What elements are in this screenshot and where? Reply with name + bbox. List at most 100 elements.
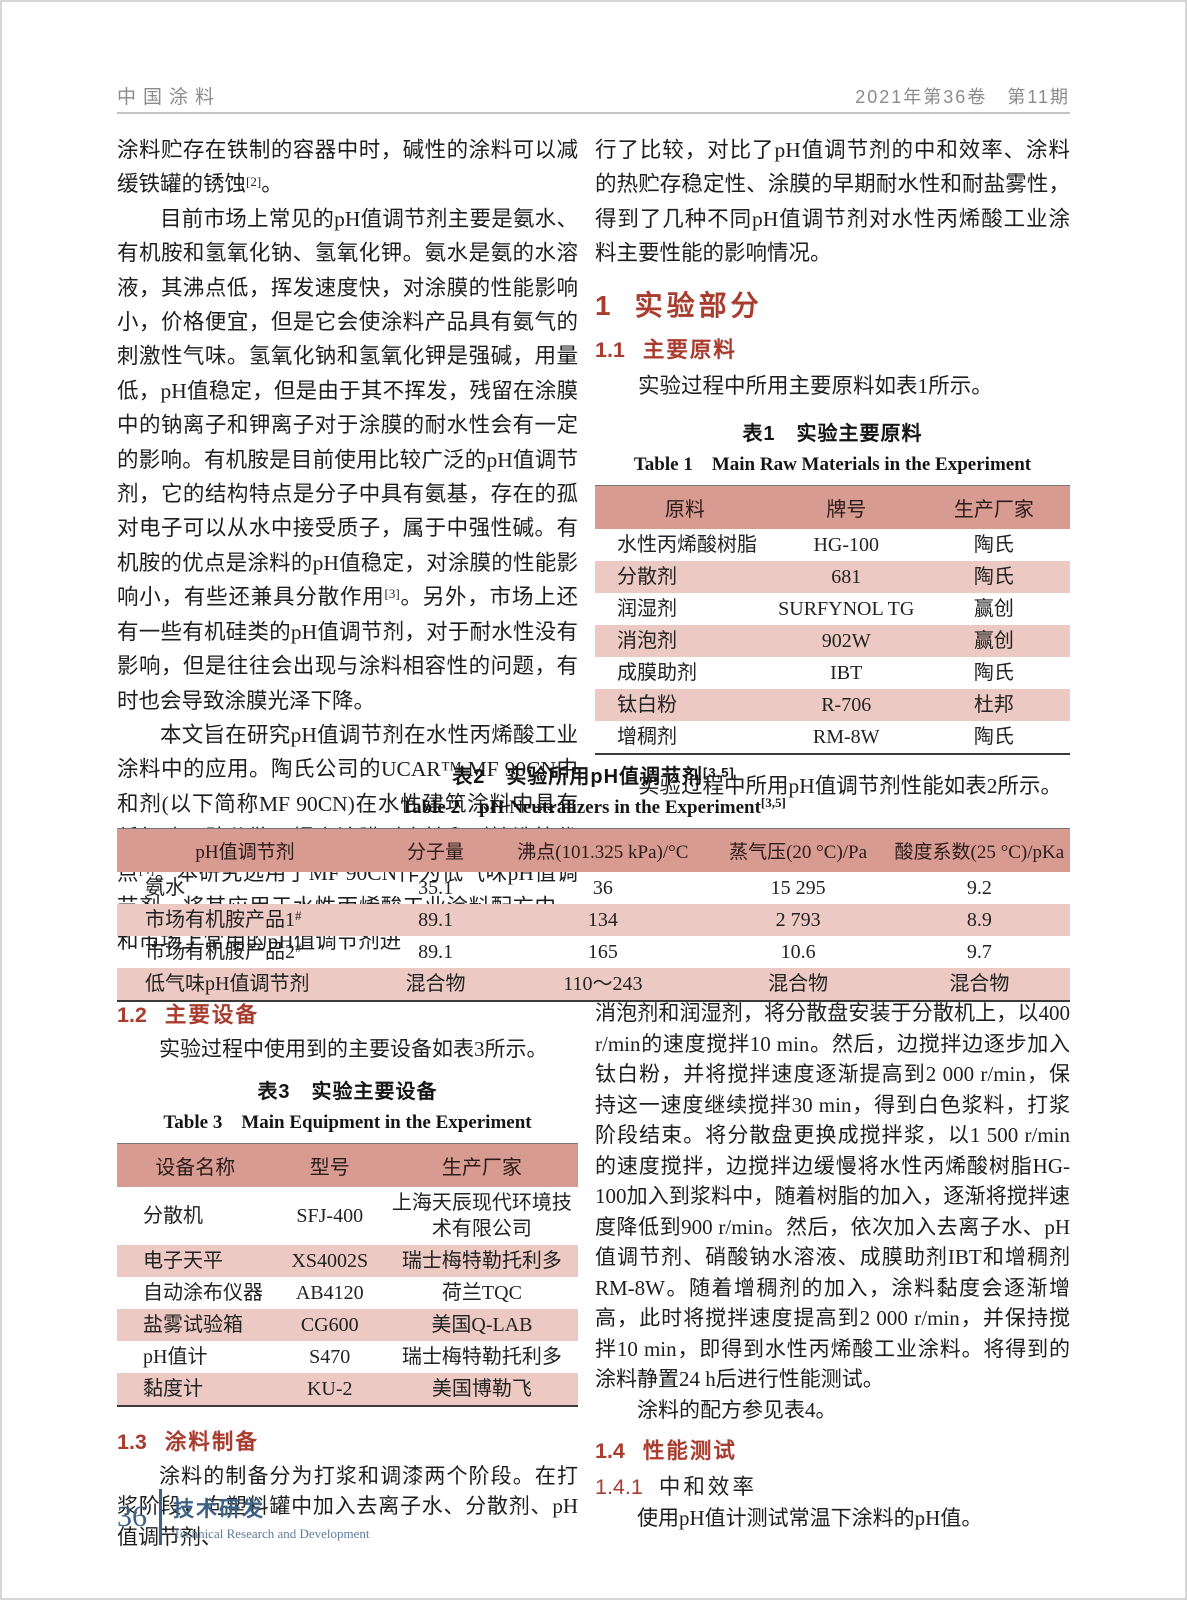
table-raw-materials: 原料 牌号 生产厂家 水性丙烯酸树脂 HG-100 陶氏 分散剂 681 陶氏润湿剂 SURFY… [595, 485, 1070, 756]
table-cell: 2 793 [775, 909, 821, 931]
table-row: 盐雾试验箱 CG600 美国Q-LAB [117, 1308, 578, 1341]
table-cell: 市场有机胺产品2# [145, 940, 302, 963]
table-cell: 陶氏 [973, 662, 1014, 685]
table2-title-cn: 表2 实验所用pH值调节剂[3,5] [117, 760, 1070, 789]
table-cell: CG600 [300, 1313, 359, 1336]
footer-column-cn: 技术研发 [173, 1497, 265, 1521]
table-cell: KU-2 [306, 1377, 353, 1400]
table-cell: 110～243 [563, 973, 643, 995]
table-row: 钛白粉 R-706 杜邦 [595, 689, 1070, 722]
section-heading-1-1: 1.1 主要原料 [595, 333, 1070, 364]
table-row: 增稠剂 RM-8W 陶氏 [595, 721, 1070, 754]
header-row: pH值调节剂 分子量 沸点(101.325 kPa)/°C 蒸气压(20 °C)/Pa… [117, 828, 1070, 872]
table-cell: 混合物 [405, 973, 466, 995]
section-heading-1: 1 实验部分 [595, 284, 1070, 324]
column-header: 沸点(101.325 kPa)/°C [498, 828, 708, 872]
table-row: 水性丙烯酸树脂 HG-100 陶氏 [595, 529, 1070, 561]
table-cell: 荷兰TQC [441, 1281, 522, 1304]
section-title: 主要设备 [164, 1003, 259, 1027]
table-row: 市场有机胺产品2# 89.1 165 10.6 9.7 [117, 936, 1070, 968]
paragraph: 涂料的制备分为打浆和调漆两个阶段。在打浆阶段，向塑料罐中加入去离子水、分散剂、p… [117, 1463, 578, 1549]
table-cell: 混合物 [768, 973, 829, 995]
table-cell: IBT [830, 662, 863, 685]
left-column-bottom: 1.2 主要设备 实验过程中使用到的主要设备如表3所示。 表3 实验主要设备 T… [117, 998, 578, 1552]
table-cell: 低气味pH值调节剂 [145, 973, 310, 995]
table-cell: 赢创 [973, 630, 1014, 653]
table2-title-en: Table 2 pH Neutralizers in the Experimen… [117, 792, 1070, 819]
column-header: 生产厂家 [917, 485, 1070, 530]
section-heading-1-3: 1.3 涂料制备 [117, 1425, 578, 1456]
table-body: 水性丙烯酸树脂 HG-100 陶氏 分散剂 681 陶氏润湿剂 SURFYNOL TG 赢创 消… [595, 529, 1070, 754]
header-row: 设备名称 型号 生产厂家 [117, 1143, 578, 1187]
table-row: 分散机 SFJ-400 上海天辰现代环境技术有限公司 [117, 1187, 578, 1245]
table-cell: 35.1 [418, 877, 454, 899]
paragraph: 实验过程中使用到的主要设备如表3所示。 [159, 1037, 548, 1061]
header-row: 原料 牌号 生产厂家 [595, 485, 1070, 530]
column-header: pH值调节剂 [117, 828, 373, 872]
table-row: 电子天平 XS4002S 瑞士梅特勒托利多 [117, 1244, 578, 1277]
table-cell: 89.1 [418, 941, 454, 963]
section-number: 1.1 [595, 337, 625, 362]
table-cell: 陶氏 [973, 566, 1014, 589]
footer-column-en: Technical Research and Development [173, 1525, 370, 1541]
table3-title-cn: 表3 实验主要设备 [257, 1080, 438, 1103]
table-cell: 美国博勒飞 [431, 1377, 532, 1400]
issue-info: 2021年第36卷 第11期 [855, 87, 1070, 107]
table-cell: 自动涂布仪器 [143, 1281, 263, 1304]
table-row: 成膜助剂 IBT 陶氏 [595, 657, 1070, 689]
table1-title-cn: 表1 实验主要原料 [742, 423, 923, 446]
table-cell: 润湿剂 [617, 598, 677, 621]
section-heading-1-4-1: 1.4.1 中和效率 [595, 1470, 1070, 1501]
table-cell: 混合物 [949, 973, 1010, 995]
table-cell: 杜邦 [973, 694, 1014, 717]
table-cell: XS4002S [291, 1249, 369, 1272]
column-header: 型号 [273, 1143, 386, 1187]
table-cell: 10.6 [780, 941, 816, 963]
paragraph: 涂料的配方参见表4。 [637, 1397, 837, 1422]
paragraph: 使用pH值计测试常温下涂料的pH值。 [637, 1506, 983, 1530]
table-cell: 8.9 [966, 909, 992, 931]
table-cell: 9.2 [966, 877, 992, 899]
paragraph: 目前市场上常见的pH值调节剂主要是氨水、有机胺和氢氧化钠、氢氧化钾。氨水是氨的水… [117, 206, 578, 713]
table-row: 氨水 35.1 36 15 295 9.2 [117, 872, 1070, 904]
column-header: 生产厂家 [385, 1143, 578, 1187]
table-cell: 瑞士梅特勒托利多 [401, 1249, 562, 1272]
table-cell: 分散机 [143, 1204, 203, 1227]
section-number: 1 [595, 289, 611, 321]
table-row: 自动涂布仪器 AB4120 荷兰TQC [117, 1277, 578, 1309]
column-header: 原料 [595, 485, 775, 530]
column-header: 酸度系数(25 °C)/pKa [888, 828, 1070, 872]
footer-divider-bar [159, 1489, 162, 1545]
section-heading-1-4: 1.4 性能测试 [595, 1434, 1070, 1465]
right-column-top: 行了比较，对比了pH值调节剂的中和效率、涂料的热贮存稳定性、涂膜的早期耐水性和耐… [595, 133, 1070, 959]
table-row: pH值计 S470 瑞士梅特勒托利多 [117, 1341, 578, 1373]
table-cell: 36 [592, 877, 613, 899]
table-cell: 分散剂 [617, 566, 677, 589]
table-cell: 氨水 [145, 877, 185, 899]
table-cell: 市场有机胺产品1# [145, 908, 302, 931]
table-cell: RM-8W [812, 726, 880, 749]
table-cell: R-706 [821, 694, 872, 717]
table-row: 黏度计 KU-2 美国博勒飞 [117, 1372, 578, 1406]
paragraph: 行了比较，对比了pH值调节剂的中和效率、涂料的热贮存稳定性、涂膜的早期耐水性和耐… [595, 138, 1070, 266]
table-cell: pH值计 [143, 1345, 208, 1368]
reference-superscript: [3,5] [760, 795, 786, 811]
journal-name: 中国涂料 [117, 87, 222, 108]
section-number: 1.4.1 [595, 1475, 643, 1499]
table-cell: SURFYNOL TG [778, 598, 915, 621]
page-number: 36 [117, 1500, 147, 1533]
table-cell: 134 [587, 909, 618, 931]
table-head: 原料 牌号 生产厂家 [595, 485, 1070, 530]
table-cell: 89.1 [418, 909, 454, 931]
table-cell: 盐雾试验箱 [143, 1313, 243, 1336]
table-cell: 165 [587, 941, 618, 963]
section-title: 主要原料 [642, 337, 737, 362]
table-cell: AB4120 [295, 1281, 364, 1304]
table-cell: 消泡剂 [617, 630, 677, 653]
table-cell: 钛白粉 [617, 694, 677, 717]
table2-title-cn-text: 表2 实验所用pH值调节剂 [452, 766, 704, 788]
section-number: 1.3 [117, 1429, 147, 1454]
table-cell: 美国Q-LAB [431, 1313, 533, 1336]
table-cell: 上海天辰现代环境技术有限公司 [391, 1191, 572, 1240]
table-row: 分散剂 681 陶氏 [595, 561, 1070, 594]
